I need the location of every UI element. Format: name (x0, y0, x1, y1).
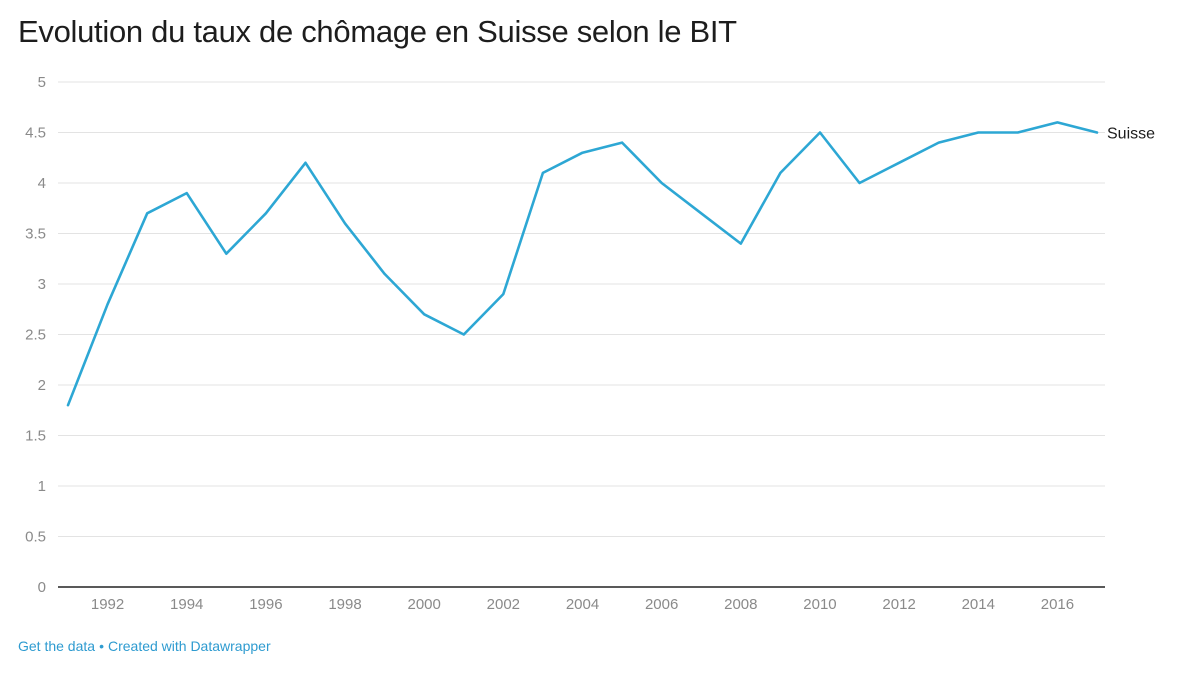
x-tick-label: 2000 (408, 596, 441, 613)
y-tick-label: 4.5 (25, 125, 46, 142)
x-tick-label: 1996 (249, 596, 282, 613)
data-point (700, 212, 703, 215)
data-point (660, 182, 663, 184)
y-tick-label: 0 (38, 579, 46, 596)
data-point (383, 273, 386, 275)
data-point (146, 212, 148, 215)
chart-title: Evolution du taux de chômage en Suisse s… (18, 14, 737, 49)
y-axis-ticks: 0 0.5 1 1.5 2 2.5 3 3.5 4 4.5 5 (25, 74, 46, 596)
data-point (502, 293, 505, 295)
data-point (1056, 121, 1059, 124)
y-tick-label: 2.5 (25, 327, 46, 344)
data-point (542, 172, 544, 174)
x-tick-label: 2012 (882, 596, 915, 613)
data-point (779, 172, 782, 174)
data-point (621, 141, 623, 144)
data-point (898, 162, 900, 164)
data-point (1096, 131, 1098, 134)
x-tick-label: 2010 (803, 596, 836, 613)
x-axis-ticks: 1992 1994 1996 1998 2000 2002 2004 2006 2008 2010… (91, 596, 1074, 613)
x-tick-label: 2004 (566, 596, 599, 613)
data-point (937, 141, 940, 144)
footer-separator: • (99, 638, 104, 654)
data-point (462, 333, 465, 336)
y-tick-label: 4 (38, 175, 46, 192)
y-tick-label: 3.5 (25, 226, 46, 243)
footer: Get the data • Created with Datawrapper (18, 638, 271, 654)
x-tick-label: 1998 (328, 596, 361, 613)
data-point (265, 212, 267, 215)
data-point (740, 242, 742, 245)
x-tick-label: 2008 (724, 596, 757, 613)
series-labels: Suisse (1107, 126, 1155, 143)
y-tick-label: 5 (38, 74, 46, 91)
data-point (185, 192, 188, 194)
get-the-data-link[interactable]: Get the data (18, 638, 96, 654)
data-point (304, 162, 307, 164)
x-tick-label: 1992 (91, 596, 124, 613)
data-point (858, 182, 861, 184)
data-point (423, 313, 425, 316)
data-point (225, 252, 228, 255)
created-with-datawrapper-link[interactable]: Created with Datawrapper (107, 638, 271, 654)
x-tick-label: 2016 (1041, 596, 1074, 613)
data-point (1017, 131, 1019, 134)
x-tick-label: 2002 (487, 596, 520, 613)
y-tick-label: 1.5 (25, 428, 46, 445)
data-point (344, 222, 346, 225)
data-point (819, 131, 821, 134)
data-point (581, 151, 584, 154)
x-tick-label: 2014 (962, 596, 995, 613)
data-point (67, 404, 69, 407)
data-point (977, 131, 980, 134)
data-point (106, 303, 109, 306)
y-tick-label: 1 (38, 478, 46, 495)
y-tick-label: 3 (38, 276, 46, 293)
series-label: Suisse (1107, 126, 1155, 143)
y-tick-label: 2 (38, 377, 46, 394)
y-tick-label: 0.5 (25, 529, 46, 546)
series-lines (66, 121, 1099, 407)
x-tick-label: 1994 (170, 596, 203, 613)
x-tick-label: 2006 (645, 596, 678, 613)
series-line-suisse (66, 121, 1099, 407)
grid-lines (58, 81, 1105, 537)
